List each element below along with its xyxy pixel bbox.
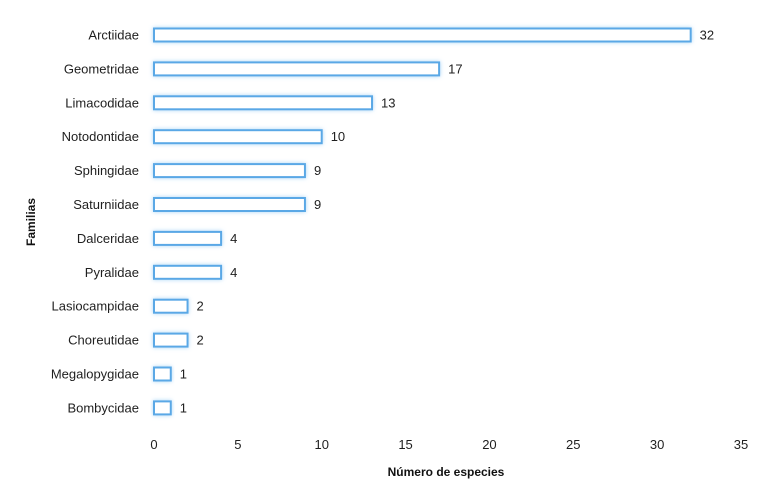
data-label: 13: [381, 95, 395, 110]
category-label: Pyralidae: [85, 265, 139, 280]
bar: [153, 298, 189, 314]
category-label: Bombycidae: [67, 400, 139, 415]
category-label: Saturniidae: [73, 197, 139, 212]
data-label: 4: [230, 265, 237, 280]
bar: [153, 230, 223, 246]
category-label: Choreutidae: [68, 333, 139, 348]
data-label: 32: [700, 28, 714, 43]
data-label: 4: [230, 231, 237, 246]
bar: [153, 27, 692, 43]
category-label: Megalopygidae: [51, 367, 139, 382]
data-label: 1: [180, 400, 187, 415]
data-label: 1: [180, 367, 187, 382]
x-tick-label: 10: [314, 437, 328, 452]
bar: [153, 61, 441, 77]
bar: [153, 332, 189, 348]
y-axis-title: Familias: [24, 198, 38, 246]
data-label: 17: [448, 61, 462, 76]
category-label: Geometridae: [64, 61, 139, 76]
bar: [153, 129, 323, 145]
category-label: Lasiocampidae: [52, 299, 139, 314]
x-tick-label: 0: [150, 437, 157, 452]
x-tick-label: 20: [482, 437, 496, 452]
category-label: Notodontidae: [62, 129, 139, 144]
x-axis-title: Número de especies: [388, 465, 505, 479]
data-label: 9: [314, 163, 321, 178]
bar: [153, 197, 306, 212]
bar: [153, 95, 374, 111]
category-label: Dalceridae: [77, 231, 139, 246]
x-tick-label: 25: [566, 437, 580, 452]
x-tick-label: 35: [734, 437, 748, 452]
bar: [153, 264, 223, 280]
x-tick-label: 5: [234, 437, 241, 452]
bar: [153, 366, 172, 382]
bars-layer: [153, 27, 692, 416]
data-label: 2: [197, 333, 204, 348]
data-label: 10: [331, 129, 345, 144]
x-tick-label: 15: [398, 437, 412, 452]
bar: [153, 400, 172, 416]
data-labels: 32 17 13 10 9 9 4 4 2 2 1 1: [180, 28, 714, 416]
data-label: 9: [314, 197, 321, 212]
data-label: 2: [197, 299, 204, 314]
category-labels: Arctiidae Geometridae Limacodidae Notodonti…: [51, 28, 139, 416]
bar: [153, 163, 306, 179]
category-label: Arctiidae: [88, 28, 139, 43]
x-tick-label: 30: [650, 437, 664, 452]
category-label: Limacodidae: [65, 95, 139, 110]
x-tick-labels: 0 5 10 15 20 25 30 35: [150, 437, 748, 452]
category-label: Sphingidae: [74, 163, 139, 178]
